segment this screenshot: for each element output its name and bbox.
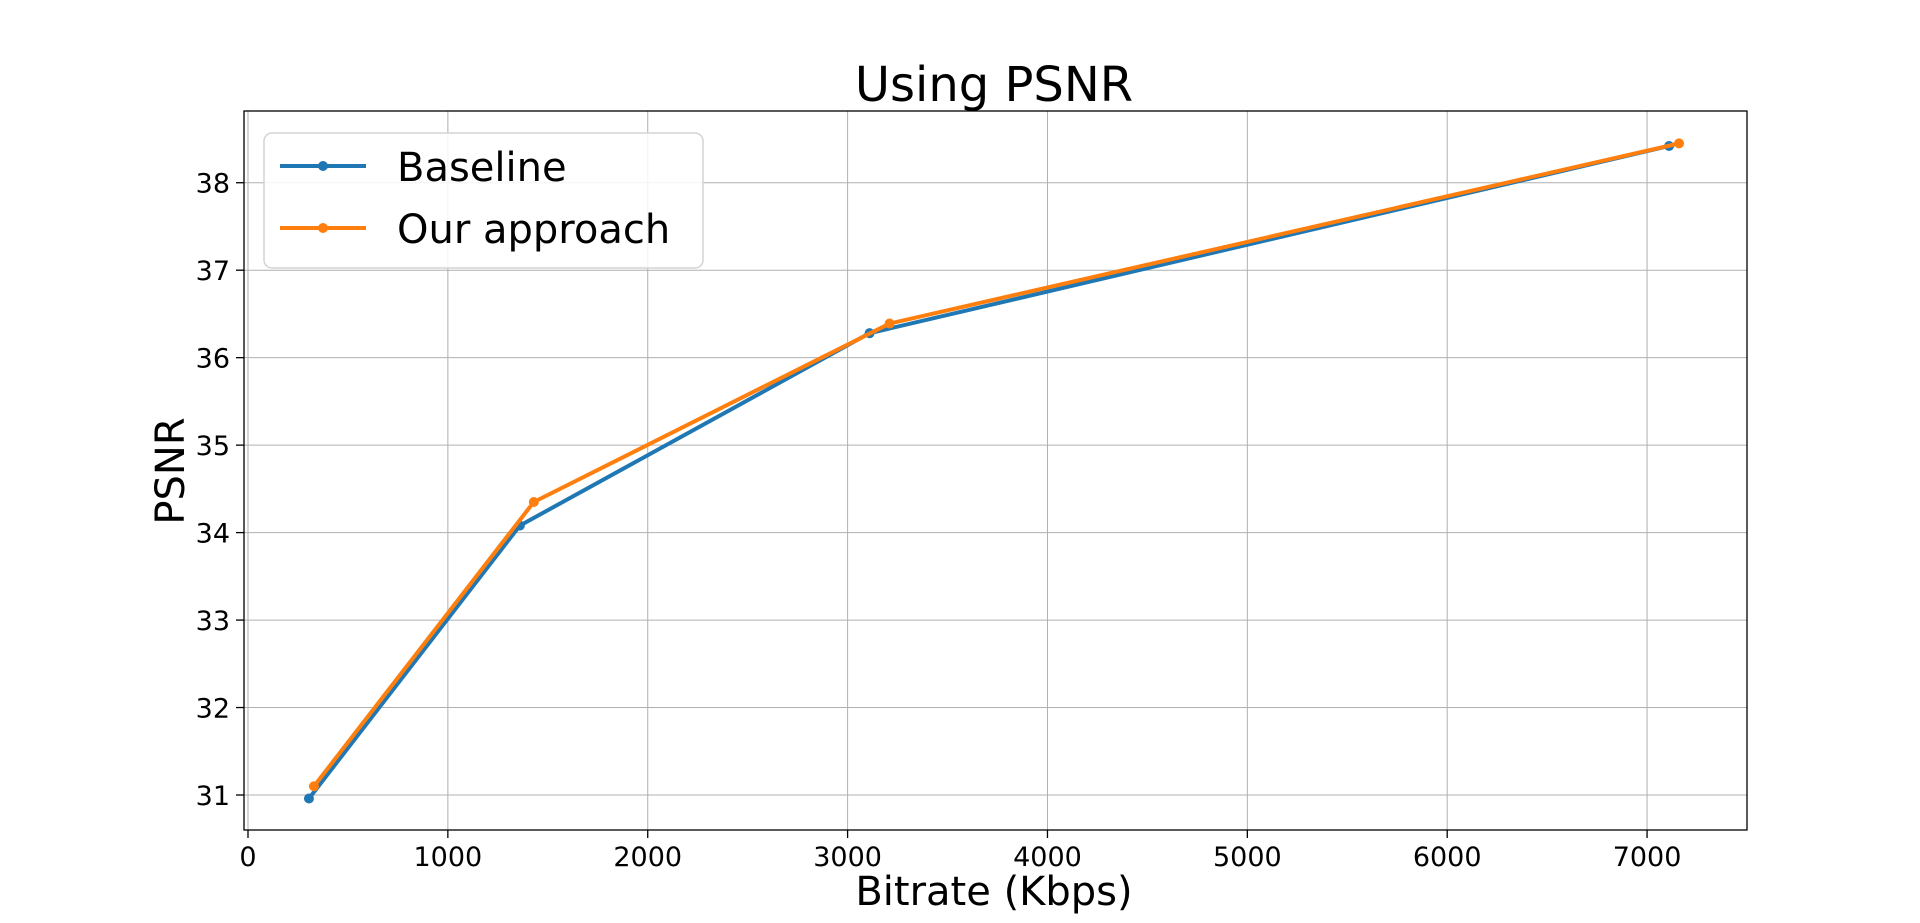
x-tick-label: 7000	[1613, 842, 1682, 873]
y-axis-title: PSNR	[148, 417, 194, 524]
y-tick-label: 35	[196, 431, 230, 462]
y-tick-label: 37	[196, 256, 230, 287]
axis-ticks: 0 1000 2000 3000 4000 5000 6000 7000 31 32 33 34 35 3…	[196, 169, 1682, 873]
x-tick-label: 2000	[613, 842, 682, 873]
legend-marker-baseline	[318, 161, 328, 171]
y-tick-label: 33	[196, 606, 230, 637]
data-point-our-approach	[884, 318, 895, 329]
y-tick-label: 36	[196, 344, 230, 375]
legend-box	[263, 132, 704, 269]
series-line-baseline	[306, 143, 1672, 801]
x-tick-label: 3000	[813, 842, 882, 873]
data-series	[303, 138, 1685, 804]
series-line-our-approach	[311, 141, 1682, 789]
y-tick-label: 32	[196, 694, 230, 725]
plot-area-frame	[243, 110, 1748, 831]
x-axis-title: Bitrate (Kbps)	[855, 869, 1132, 915]
data-point-our-approach	[1674, 138, 1685, 149]
legend-label-our-approach: Our approach	[397, 207, 670, 253]
chart-legend: Baseline Our approach	[263, 132, 704, 269]
data-point-baseline	[303, 793, 314, 804]
x-tick-label: 6000	[1413, 842, 1482, 873]
data-point-our-approach	[528, 496, 539, 507]
legend-marker-our-approach	[318, 223, 328, 233]
x-tick-label: 4000	[1013, 842, 1082, 873]
y-tick-label: 34	[196, 519, 230, 550]
x-tick-label: 1000	[414, 842, 483, 873]
legend-label-baseline: Baseline	[397, 145, 567, 191]
y-tick-label: 31	[196, 781, 230, 812]
chart-title: Using PSNR	[855, 57, 1133, 113]
y-tick-label: 38	[196, 169, 230, 200]
data-point-our-approach	[308, 781, 319, 792]
x-tick-label: 5000	[1213, 842, 1282, 873]
x-tick-label: 0	[239, 842, 256, 873]
